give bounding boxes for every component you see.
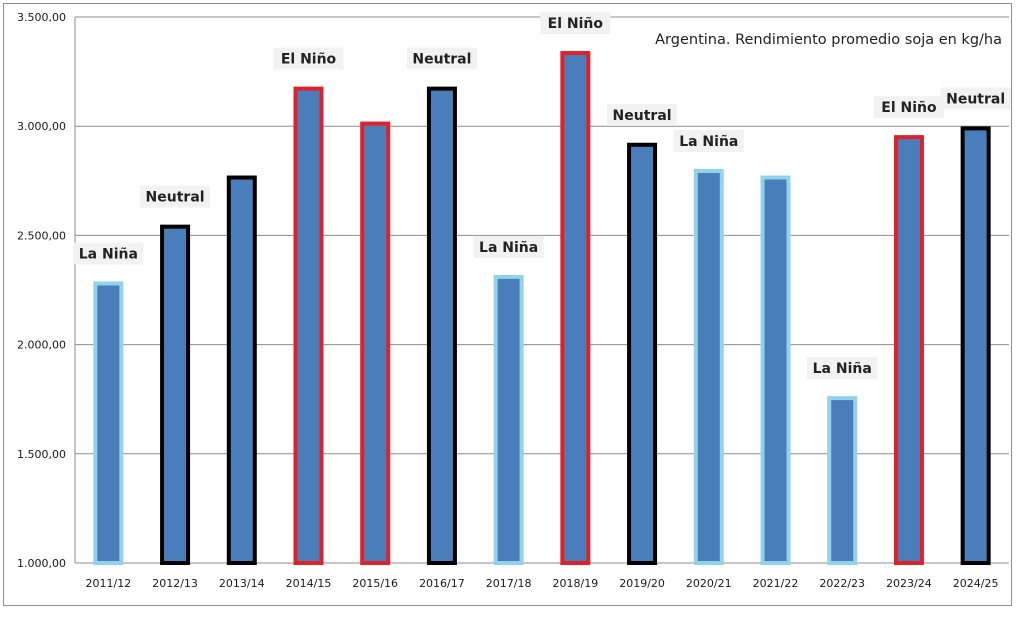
enso-phase-annotations: La Niña Neutral El Niño Neutral La Niña El Ni…: [73, 12, 1011, 380]
annotation-label: La Niña: [479, 240, 538, 256]
bar-2019-20: [627, 142, 658, 565]
x-tick-label: 2017/18: [486, 577, 532, 590]
annotation-label: Neutral: [613, 108, 672, 124]
annotation-label: Neutral: [146, 190, 205, 206]
annotation-background: [540, 12, 611, 35]
gridlines: [74, 16, 1009, 564]
bar-2011-12: [93, 281, 124, 565]
bar-2023-24: [893, 135, 924, 565]
x-tick-label: 2016/17: [419, 577, 465, 590]
bar-2016-17: [426, 86, 457, 566]
annotation-background: [807, 357, 878, 380]
bar-2021-22: [760, 175, 791, 566]
x-tick-label: 2013/14: [219, 577, 265, 590]
annotation-background: [73, 242, 144, 265]
bar-2020-21: [693, 168, 724, 566]
x-tick-label: 2020/21: [686, 577, 732, 590]
soy-yield-bar-chart: 1.000,00 1.500,00 2.000,00 2.500,00 3.000,00…: [17, 11, 1011, 590]
x-tick-label: 2023/24: [886, 577, 932, 590]
annotation-background: [873, 96, 945, 119]
annotation-background: [606, 103, 678, 126]
bar-2015-16: [360, 121, 391, 566]
y-tick-label: 1.000,00: [17, 557, 66, 570]
bars: [93, 51, 991, 566]
annotation-label: Neutral: [412, 52, 471, 68]
x-tick-label: 2021/22: [753, 577, 799, 590]
chart-frame: 1.000,00 1.500,00 2.000,00 2.500,00 3.000,00…: [3, 3, 1012, 606]
y-tick-label: 2.000,00: [17, 339, 66, 352]
annotation-label: El Niño: [548, 16, 604, 32]
annotation-background: [406, 47, 478, 70]
annotation-label: El Niño: [881, 100, 937, 116]
annotation-label: La Niña: [679, 134, 738, 150]
x-tick-label: 2015/16: [352, 577, 398, 590]
x-tick-label: 2018/19: [553, 577, 599, 590]
bar-2017-18: [493, 274, 524, 565]
annotation-label: La Niña: [813, 361, 872, 377]
bar-2022-23: [827, 396, 858, 565]
annotation-background: [673, 129, 744, 152]
x-tick-label: 2019/20: [619, 577, 665, 590]
annotation-background: [473, 235, 544, 258]
bar-2024-25: [960, 126, 991, 565]
x-tick-label: 2012/13: [152, 577, 198, 590]
chart-title: Argentina. Rendimiento promedio soja en …: [655, 32, 1002, 48]
bar-2012-13: [160, 224, 191, 565]
annotation-background: [940, 87, 1011, 110]
y-tick-label: 1.500,00: [17, 448, 66, 461]
x-tick-label: 2024/25: [953, 577, 999, 590]
x-tick-label: 2014/15: [286, 577, 332, 590]
y-tick-label: 3.000,00: [17, 120, 66, 133]
annotation-label: La Niña: [79, 246, 138, 262]
bar-2018-19: [560, 51, 591, 565]
x-axis-category-labels: 2011/12 2012/13 2013/14 2014/15 2015/16 2016/…: [86, 577, 999, 590]
y-tick-label: 3.500,00: [17, 11, 66, 24]
annotation-background: [273, 47, 344, 70]
y-tick-label: 2.500,00: [17, 229, 66, 242]
bar-2013-14: [226, 175, 257, 566]
annotation-label: El Niño: [281, 52, 337, 68]
y-axis-tick-labels: 1.000,00 1.500,00 2.000,00 2.500,00 3.000,00…: [17, 11, 66, 570]
x-tick-label: 2011/12: [86, 577, 132, 590]
annotation-background: [139, 185, 211, 208]
annotation-label: Neutral: [946, 91, 1005, 107]
bar-2014-15: [293, 86, 324, 566]
x-tick-label: 2022/23: [819, 577, 865, 590]
